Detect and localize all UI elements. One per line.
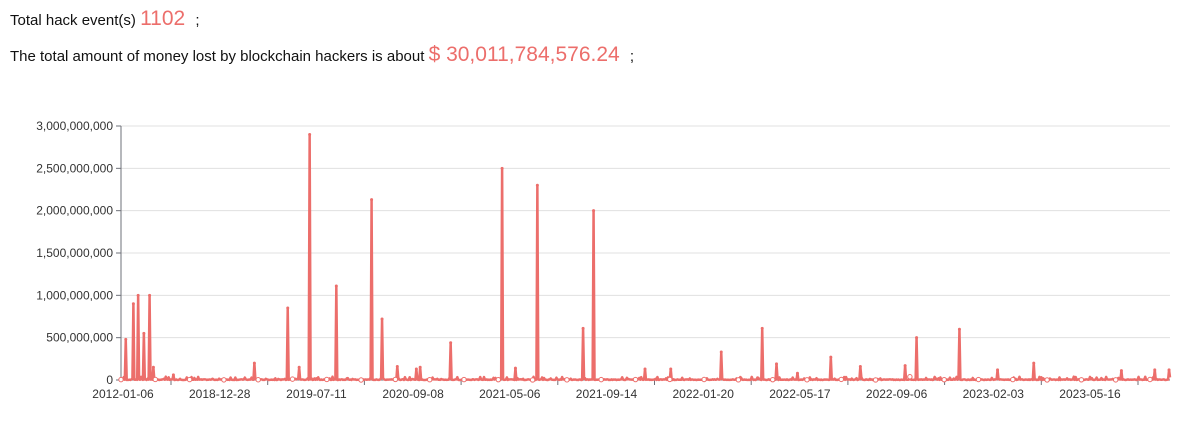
- peak-point[interactable]: [535, 183, 539, 187]
- total-money-label: The total amount of money lost by blockc…: [10, 48, 425, 65]
- peak-point[interactable]: [513, 366, 517, 370]
- x-tick-label: 2023-05-16: [1059, 387, 1121, 401]
- data-point[interactable]: [392, 376, 399, 383]
- peak-point[interactable]: [297, 365, 301, 369]
- peak-point[interactable]: [719, 350, 723, 354]
- data-point[interactable]: [632, 376, 639, 383]
- x-tick-label: 2020-09-08: [382, 387, 444, 401]
- peak-point[interactable]: [775, 362, 779, 366]
- x-tick-label: 2021-05-06: [479, 387, 541, 401]
- data-point[interactable]: [1010, 376, 1016, 383]
- series-line: [120, 133, 1172, 382]
- data-point[interactable]: [838, 376, 844, 383]
- peak-point[interactable]: [795, 371, 799, 375]
- x-tick-label: 2022-05-17: [769, 387, 831, 401]
- data-point[interactable]: [701, 376, 707, 383]
- data-point[interactable]: [289, 376, 296, 382]
- peak-point[interactable]: [418, 365, 422, 369]
- data-point[interactable]: [255, 377, 261, 383]
- total-events-value: 1102: [140, 7, 186, 30]
- peak-point[interactable]: [142, 331, 146, 335]
- data-point[interactable]: [667, 376, 673, 383]
- data-point[interactable]: [426, 377, 433, 383]
- peak-point[interactable]: [1153, 368, 1157, 372]
- peak-point[interactable]: [500, 166, 504, 170]
- peak-point[interactable]: [829, 355, 833, 359]
- data-point[interactable]: [118, 376, 124, 383]
- peak-point[interactable]: [592, 209, 596, 213]
- peak-point[interactable]: [996, 368, 1000, 372]
- peak-point[interactable]: [370, 198, 374, 202]
- data-point[interactable]: [872, 377, 879, 383]
- peak-point[interactable]: [395, 364, 399, 368]
- peak-point[interactable]: [858, 364, 862, 368]
- peak-point[interactable]: [581, 326, 585, 330]
- x-tick-label: 2012-01-06: [92, 387, 154, 401]
- peak-point[interactable]: [957, 327, 961, 331]
- total-money-line: The total amount of money lost by blockc…: [10, 44, 634, 65]
- data-point[interactable]: [1044, 377, 1050, 383]
- data-point[interactable]: [804, 377, 810, 383]
- data-point[interactable]: [186, 376, 193, 383]
- data-point[interactable]: [735, 377, 742, 383]
- peak-point[interactable]: [131, 302, 135, 306]
- peak-point[interactable]: [148, 293, 152, 297]
- peak-point[interactable]: [1119, 369, 1123, 373]
- data-point[interactable]: [975, 376, 982, 383]
- peak-point[interactable]: [252, 361, 256, 365]
- x-tick-label: 2018-12-28: [189, 387, 251, 401]
- data-point[interactable]: [598, 376, 604, 383]
- data-point[interactable]: [907, 374, 913, 380]
- peak-point[interactable]: [1032, 361, 1036, 365]
- y-tick-label: 2,000,000,000: [36, 204, 113, 218]
- total-events-label: Total hack event(s): [10, 12, 136, 29]
- peak-point[interactable]: [124, 337, 128, 341]
- data-point[interactable]: [1147, 376, 1153, 383]
- peak-point[interactable]: [151, 365, 155, 369]
- data-point[interactable]: [495, 376, 501, 383]
- total-money-value: $ 30,011,784,576.24: [428, 43, 620, 66]
- x-tick-label: 2022-09-06: [866, 387, 928, 401]
- y-tick-label: 1,000,000,000: [36, 288, 113, 302]
- peak-point[interactable]: [171, 373, 175, 377]
- peak-point[interactable]: [1167, 368, 1171, 372]
- peak-point[interactable]: [414, 367, 418, 371]
- data-point[interactable]: [529, 377, 536, 383]
- peak-point[interactable]: [643, 367, 647, 371]
- data-point[interactable]: [1078, 377, 1085, 383]
- data-point[interactable]: [324, 376, 330, 383]
- peak-point[interactable]: [915, 336, 919, 340]
- total-events-separator: ;: [195, 12, 200, 29]
- x-tick-label: 2019-07-11: [286, 387, 347, 401]
- peak-point[interactable]: [380, 317, 384, 321]
- peak-point[interactable]: [308, 132, 312, 136]
- peak-point[interactable]: [286, 306, 290, 310]
- data-point[interactable]: [358, 377, 364, 383]
- x-tick-label: 2023-02-03: [963, 387, 1025, 401]
- total-events-line: Total hack event(s) 1102 ;: [10, 8, 200, 29]
- peak-point[interactable]: [669, 367, 673, 371]
- y-tick-label: 500,000,000: [46, 331, 113, 345]
- peak-point[interactable]: [760, 326, 764, 330]
- peak-point[interactable]: [136, 293, 140, 297]
- peak-point[interactable]: [903, 364, 907, 368]
- data-point[interactable]: [461, 376, 467, 383]
- hack-losses-line-chart: 0 500,000,000 1,000,000,000 1,500,000,000 2,…: [36, 119, 1172, 401]
- data-point[interactable]: [564, 377, 570, 383]
- x-tick-label: 2022-01-20: [673, 387, 735, 401]
- y-tick-label: 2,500,000,000: [36, 161, 113, 175]
- data-point[interactable]: [221, 377, 227, 383]
- y-tick-label: 0: [106, 373, 113, 387]
- x-tick-label: 2021-09-14: [576, 387, 638, 401]
- data-point[interactable]: [152, 376, 158, 383]
- peak-point[interactable]: [334, 284, 338, 288]
- y-tick-label: 1,500,000,000: [36, 246, 113, 260]
- data-point[interactable]: [941, 376, 947, 383]
- data-point[interactable]: [769, 376, 776, 383]
- total-money-separator: ;: [629, 48, 635, 65]
- peak-point[interactable]: [449, 341, 453, 345]
- y-tick-label: 3,000,000,000: [36, 119, 113, 133]
- data-point[interactable]: [1112, 377, 1119, 383]
